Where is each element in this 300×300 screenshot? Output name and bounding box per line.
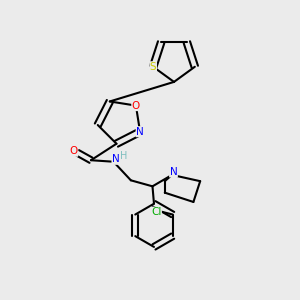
Text: O: O (70, 146, 78, 156)
Text: N: N (112, 154, 120, 164)
Text: Cl: Cl (151, 207, 161, 217)
Text: O: O (132, 100, 140, 111)
Text: H: H (120, 151, 127, 161)
Text: S: S (150, 62, 157, 72)
Text: N: N (136, 127, 144, 137)
Text: N: N (169, 167, 177, 177)
